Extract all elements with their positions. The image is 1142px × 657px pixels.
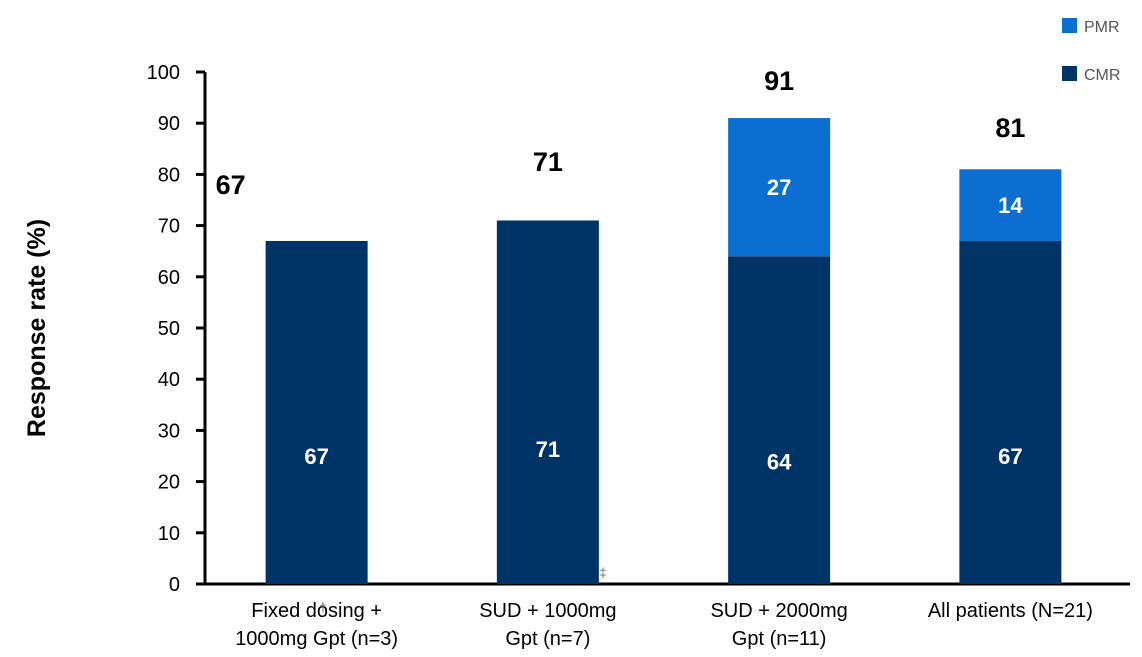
footnote-mark: ‡ bbox=[599, 565, 606, 580]
footnote-marks: †‡ bbox=[319, 565, 606, 615]
x-axis: Fixed dosing + 1000mg Gpt (n=3) SUD + 1000… bbox=[203, 582, 1130, 650]
y-tick-label: 50 bbox=[158, 318, 180, 340]
y-tick-label: 10 bbox=[158, 523, 180, 545]
x-category-label: SUD + 1000mg Gpt (n=7) bbox=[479, 600, 616, 650]
y-tick-label: 60 bbox=[158, 267, 180, 289]
y-tick-label: 80 bbox=[158, 164, 180, 186]
data-labels: 67 71 64 27 67 14 67 71 91 81 bbox=[216, 66, 1026, 474]
legend-swatch-cmr bbox=[1062, 66, 1077, 81]
x-category-label: All patients (N=21) bbox=[928, 600, 1093, 622]
y-tick-label: 90 bbox=[158, 113, 180, 135]
bar-cmr bbox=[959, 240, 1062, 584]
bar-value-label-cmr: 67 bbox=[998, 444, 1022, 469]
bar-total-label: 81 bbox=[995, 113, 1025, 143]
legend-label-pmr: PMR bbox=[1084, 19, 1120, 36]
y-tick-label: 100 bbox=[147, 62, 180, 84]
y-tick-label: 20 bbox=[158, 472, 180, 494]
y-tick-label: 70 bbox=[158, 216, 180, 238]
x-category-label: SUD + 2000mg Gpt (n=11) bbox=[710, 600, 847, 650]
bar-cmr bbox=[265, 240, 368, 584]
x-category-label-line: SUD + 2000mg bbox=[710, 600, 847, 622]
footnote-mark: † bbox=[319, 600, 326, 615]
bar-cmr bbox=[496, 220, 599, 585]
x-category-label-line: Gpt (n=7) bbox=[505, 628, 590, 650]
bar-value-label-pmr: 27 bbox=[767, 175, 791, 200]
bar-value-label-cmr: 71 bbox=[536, 437, 560, 462]
bar-total-label: 67 bbox=[216, 170, 246, 200]
x-category-label-line: Gpt (n=11) bbox=[732, 628, 827, 650]
x-category-label-line: All patients (N=21) bbox=[928, 600, 1093, 622]
x-category-label-line: SUD + 1000mg bbox=[479, 600, 616, 622]
legend-swatch-pmr bbox=[1062, 18, 1077, 33]
legend: PMR CMR bbox=[1062, 18, 1120, 84]
x-category-label-line: Fixed dosing + bbox=[251, 600, 382, 622]
bar-pmr bbox=[728, 118, 831, 257]
y-axis: 0 10 20 30 40 50 60 70 80 90 100 bbox=[147, 62, 207, 596]
bar-pmr bbox=[959, 169, 1062, 241]
bar-total-label: 71 bbox=[533, 147, 563, 177]
y-tick-label: 0 bbox=[169, 574, 180, 596]
y-tick-label: 30 bbox=[158, 420, 180, 442]
legend-label-cmr: CMR bbox=[1084, 67, 1120, 84]
bars bbox=[265, 118, 1062, 585]
bar-total-label: 91 bbox=[764, 66, 794, 96]
y-axis-label: Response rate (%) bbox=[23, 219, 51, 437]
y-tick-label: 40 bbox=[158, 369, 180, 391]
x-category-label: Fixed dosing + 1000mg Gpt (n=3) bbox=[235, 600, 398, 650]
bar-value-label-pmr: 14 bbox=[998, 193, 1023, 218]
bar-value-label-cmr: 64 bbox=[767, 449, 792, 474]
bar-cmr bbox=[728, 256, 831, 584]
bar-value-label-cmr: 67 bbox=[304, 444, 328, 469]
y-axis-title: Response rate (%) bbox=[23, 219, 51, 437]
x-category-label-line: 1000mg Gpt (n=3) bbox=[235, 628, 398, 650]
